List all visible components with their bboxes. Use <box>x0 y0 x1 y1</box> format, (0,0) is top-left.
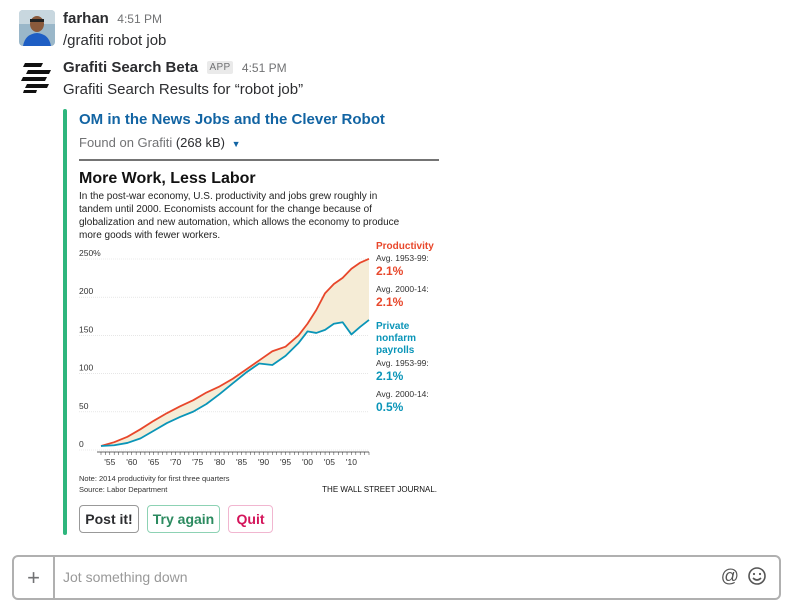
x-tick-label: '80 <box>214 457 225 467</box>
x-tick-label: '55 <box>104 457 115 467</box>
x-tick-label: '75 <box>192 457 203 467</box>
sender-name[interactable]: Grafiti Search Beta <box>63 59 199 76</box>
x-tick-label: '95 <box>280 457 291 467</box>
file-size: (268 kB) <box>175 135 225 150</box>
legend-label: Avg. 2000-14: <box>376 284 429 294</box>
legend-payrolls: nonfarm <box>376 333 416 344</box>
message-text: /grafiti robot job <box>63 32 167 49</box>
chart-intro-line: tandem until 2000. Economists account fo… <box>79 204 372 215</box>
quit-button[interactable]: Quit <box>228 505 273 533</box>
chart-intro-line: In the post-war economy, U.S. productivi… <box>79 191 377 202</box>
attachment-accent-bar <box>63 109 67 535</box>
y-tick-label: 250% <box>79 248 101 258</box>
legend-value: 0.5% <box>376 400 404 414</box>
mention-icon[interactable]: @ <box>720 566 739 586</box>
emoji-icon[interactable] <box>747 566 767 591</box>
avatar[interactable] <box>19 10 55 46</box>
chart-intro-line: globalization and new automation, which … <box>79 217 400 228</box>
message-text: Grafiti Search Results for “robot job” <box>63 81 304 98</box>
x-tick-label: '65 <box>148 457 159 467</box>
y-tick-label: 200 <box>79 286 93 296</box>
gap-area <box>101 258 369 446</box>
timestamp[interactable]: 4:51 PM <box>117 12 162 26</box>
plot-area: 250% 200 150 100 50 0 '55 '60 '65 '70 '75 '80 '85 '90… <box>79 248 370 467</box>
chart-source: Source: Labor Department <box>79 485 168 494</box>
source-label: Found on Grafiti <box>79 135 173 150</box>
attachment-title-link[interactable]: OM in the News Jobs and the Clever Robot <box>79 111 385 128</box>
chart-footnote: Note: 2014 productivity for first three … <box>79 474 230 483</box>
legend-payrolls: payrolls <box>376 345 415 356</box>
bot-avatar[interactable] <box>19 59 55 95</box>
legend-label: Avg. 1953-99: <box>376 253 429 263</box>
chart-credit: THE WALL STREET JOURNAL. <box>322 485 437 494</box>
legend-productivity: Productivity <box>376 241 434 252</box>
timestamp[interactable]: 4:51 PM <box>241 61 287 75</box>
plus-icon: + <box>27 564 40 590</box>
y-tick-label: 50 <box>79 401 89 411</box>
legend-value: 2.1% <box>376 369 404 383</box>
x-tick-label: '05 <box>324 457 335 467</box>
y-tick-label: 0 <box>79 439 84 449</box>
user-photo <box>19 10 55 46</box>
y-tick-label: 100 <box>79 363 93 373</box>
chevron-down-icon[interactable]: ▼ <box>231 139 241 149</box>
series-line-payrolls <box>100 319 370 447</box>
legend-label: Avg. 2000-14: <box>376 389 429 399</box>
legend-label: Avg. 1953-99: <box>376 358 429 368</box>
grafiti-logo-icon <box>19 59 55 95</box>
app-badge: APP <box>206 61 234 74</box>
x-tick-label: '10 <box>346 457 357 467</box>
chart-svg: More Work, Less Labor In the post-war ec… <box>79 159 439 494</box>
post-button[interactable]: Post it! <box>79 505 139 533</box>
y-tick-label: 150 <box>79 324 93 334</box>
legend-value: 2.1% <box>376 264 404 278</box>
message-composer: + Jot something down @ <box>12 555 781 600</box>
x-tick-label: '85 <box>236 457 247 467</box>
add-attachment-button[interactable]: + <box>14 557 55 598</box>
legend-payrolls: Private <box>376 321 410 332</box>
x-tick-label: '70 <box>170 457 181 467</box>
message-header: Grafiti Search Beta APP 4:51 PM <box>63 59 287 77</box>
sender-name[interactable]: farhan <box>63 10 109 27</box>
series-line-productivity <box>100 257 370 447</box>
chart-heading: More Work, Less Labor <box>79 170 256 187</box>
message-input[interactable]: Jot something down <box>63 569 188 585</box>
chart-image[interactable]: More Work, Less Labor In the post-war ec… <box>79 159 439 495</box>
x-tick-label: '90 <box>258 457 269 467</box>
attachment-source: Found on Grafiti (268 kB) ▼ <box>79 135 241 150</box>
chart-intro-line: more goods with fewer workers. <box>79 230 220 241</box>
try-again-button[interactable]: Try again <box>147 505 220 533</box>
x-tick-label: '60 <box>126 457 137 467</box>
legend-value: 2.1% <box>376 295 404 309</box>
x-tick-label: '00 <box>302 457 313 467</box>
message-header: farhan 4:51 PM <box>63 10 162 28</box>
